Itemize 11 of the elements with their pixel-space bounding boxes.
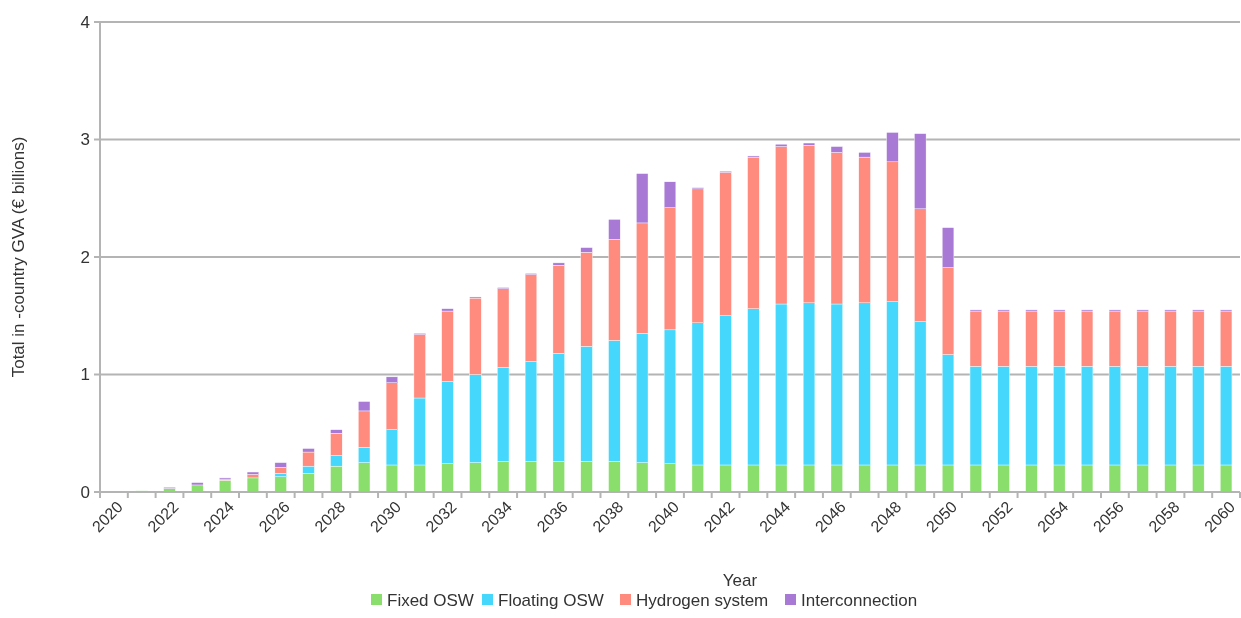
legend-label: Floating OSW — [498, 590, 604, 610]
y-tick-label: 4 — [80, 12, 90, 32]
legend-label: Hydrogen system — [636, 590, 769, 610]
y-tick-label: 0 — [80, 482, 90, 502]
x-axis-title: Year — [722, 571, 758, 590]
legend-label: Interconnection — [801, 590, 918, 610]
legend-label: Fixed OSW — [387, 590, 474, 610]
y-tick-label: 3 — [80, 130, 90, 150]
y-tick-label: 1 — [80, 365, 90, 385]
y-axis-title: Total in -country GVA (€ billions) — [9, 136, 28, 378]
y-tick-label: 2 — [80, 247, 90, 267]
